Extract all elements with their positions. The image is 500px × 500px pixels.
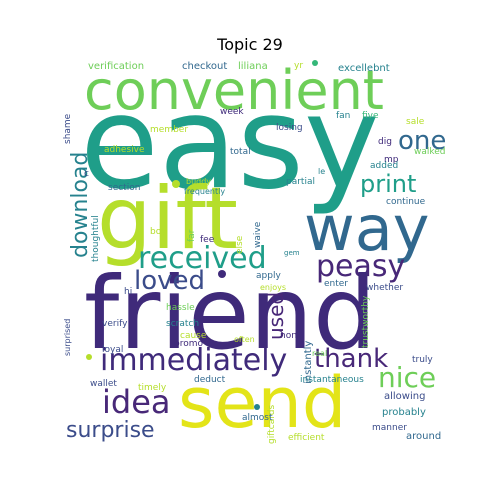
word-idea: idea [102, 383, 171, 421]
word-way: way [304, 192, 430, 265]
word-buddy: buddy [186, 177, 212, 186]
word-member: member [150, 125, 189, 135]
word-sale: sale [406, 117, 425, 127]
word-nice: nice [378, 361, 437, 394]
chart-title: Topic 29 [217, 35, 283, 54]
word-apply: apply [256, 271, 281, 281]
dot-mark [312, 60, 318, 66]
word-total: total [230, 147, 251, 157]
word-added: added [370, 161, 399, 171]
word-print: print [360, 170, 417, 198]
word-download: download [68, 151, 93, 258]
word-losing: losing [276, 123, 303, 133]
word-trustworthy: trustworthy [361, 295, 371, 348]
word-section: section [108, 183, 141, 193]
word-enjoys: enjoys [260, 283, 287, 292]
word-peasy: peasy [316, 249, 406, 284]
word-waive: waive [253, 221, 263, 248]
word-promo: promo [174, 339, 203, 349]
dot-mark [218, 270, 226, 278]
word-partial: partial [286, 177, 315, 187]
word-verification: verification [88, 61, 145, 72]
word-frequently: frequently [184, 187, 226, 196]
word-walked: walked [414, 147, 446, 157]
word-real: real [312, 349, 328, 358]
word-send: send [178, 362, 347, 444]
dot-mark [86, 354, 92, 360]
word-loved: loved [134, 266, 206, 296]
word-allowing: allowing [384, 391, 426, 402]
word-around: around [406, 431, 442, 442]
word-almost: almost [242, 413, 273, 423]
word-liliana: liliana [238, 61, 268, 72]
word-boy: boy [150, 227, 167, 237]
word-yr: yr [294, 61, 304, 71]
word-surprised: surprised [63, 318, 72, 356]
word-hi: hi [124, 287, 133, 297]
word-loyal: loyal [102, 345, 124, 355]
word-else: else [235, 235, 245, 254]
word-fee: fee [200, 235, 215, 245]
word-continue: continue [386, 197, 426, 207]
word-enter: enter [324, 279, 349, 289]
word-whether: whether [366, 283, 404, 293]
word-received: received [138, 241, 267, 276]
word-gift: gift [97, 169, 238, 269]
dot-mark [172, 180, 180, 188]
word-often: often [234, 335, 255, 344]
word-cause: cause [180, 331, 207, 341]
word-week: week [220, 107, 244, 117]
word-deduct: deduct [194, 375, 226, 385]
word-friend: friend [84, 255, 377, 372]
word-excellebnt: excellebnt [338, 63, 390, 74]
word-truly: truly [412, 355, 433, 365]
word-fan: fan [336, 111, 351, 121]
word-giftcards: giftcards [267, 404, 277, 444]
word-efficient: efficient [288, 433, 325, 443]
word-adhesive: adhesive [104, 145, 145, 155]
word-convenient: convenient [84, 59, 384, 122]
word-checkout: checkout [182, 61, 228, 72]
word-surprise: surprise [66, 418, 155, 443]
word-cloud: convenient easy gift way received peasy … [62, 58, 452, 448]
dot-mark [254, 404, 260, 410]
word-far: far [187, 229, 197, 242]
word-thank: thank [314, 344, 389, 374]
word-thoughtful: thoughtful [91, 215, 101, 262]
word-manner: manner [372, 423, 407, 433]
word-probably: probably [382, 407, 426, 418]
word-instantaneous: instantaneous [300, 375, 364, 385]
word-le: le [318, 167, 326, 176]
word-five: five [362, 111, 379, 121]
word-easy: easy [80, 69, 380, 218]
word-c: c [84, 169, 89, 179]
word-timely: timely [138, 383, 167, 393]
word-gem: gem [284, 249, 300, 257]
word-mp: mp [384, 155, 399, 165]
word-shame: shame [63, 113, 73, 144]
word-hassle: hassle [166, 303, 195, 313]
word-verify: verify [102, 319, 128, 329]
word-dig: dig [378, 137, 392, 147]
word-one: one [398, 126, 447, 156]
word-immediately: immediately [100, 343, 288, 378]
word-non: non [280, 331, 297, 341]
word-scratch: scratch [166, 319, 200, 329]
word-wallet: wallet [90, 379, 117, 389]
